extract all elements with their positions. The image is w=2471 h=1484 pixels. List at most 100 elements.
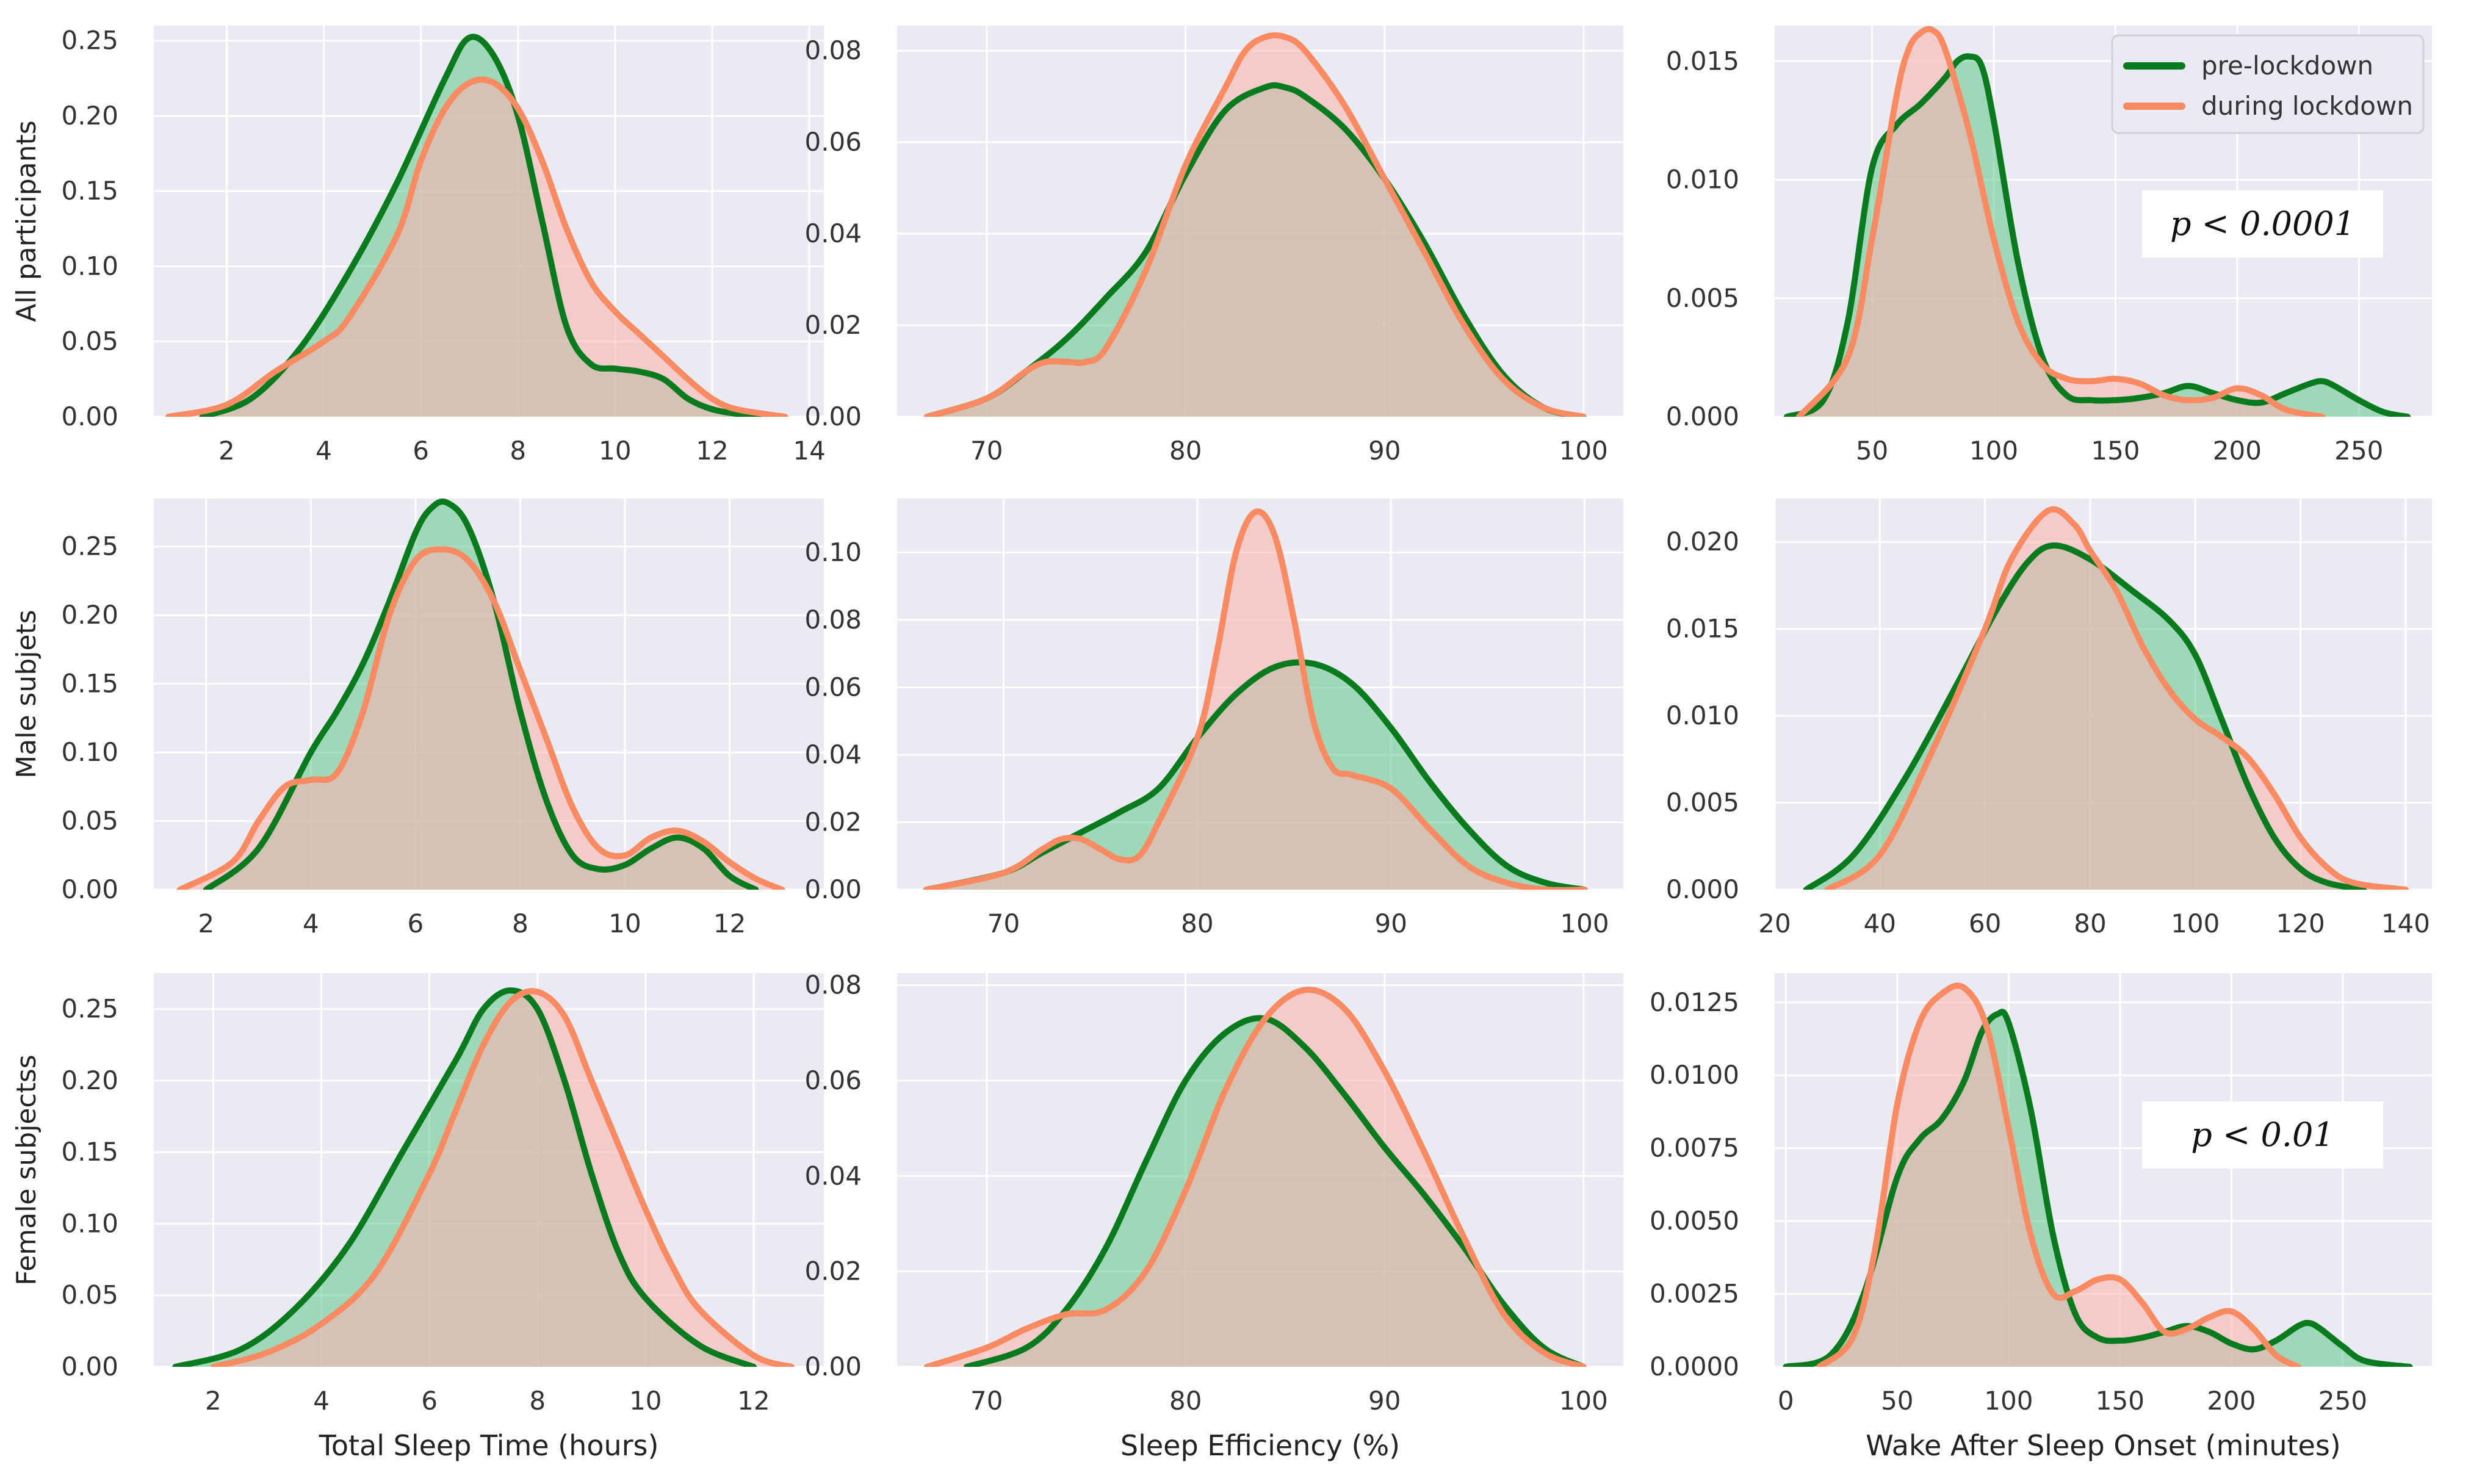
- legend: pre-lockdown during lockdown: [2111, 34, 2425, 134]
- y-tick-label: 0.010: [1666, 165, 1739, 195]
- y-tick-label: 0.00: [804, 874, 862, 904]
- density-line-during: [1824, 506, 2409, 890]
- density-fill-during: [179, 549, 782, 890]
- density-line-during: [210, 988, 795, 1367]
- x-tick-label: 150: [2096, 1386, 2145, 1416]
- y-tick-label: 0.20: [61, 600, 118, 630]
- panel-r0-c1: 70 80 90 100 0.00 0.02 0.04 0.06 0.08: [804, 26, 1623, 466]
- y-tick-label: 0.08: [804, 35, 862, 65]
- y-tick-label: 0.0025: [1650, 1279, 1739, 1309]
- y-tick-label: 0.0050: [1650, 1206, 1739, 1236]
- y-tick-label: 0.10: [61, 251, 118, 281]
- x-tick-label: 0: [1778, 1386, 1794, 1416]
- row-label: Male subjets: [11, 610, 42, 778]
- y-tick-label: 0.005: [1666, 283, 1739, 313]
- density-line-pre: [172, 987, 757, 1367]
- series-group: [176, 499, 785, 890]
- density-line-pre: [199, 34, 764, 417]
- y-tick-label: 0.00: [61, 1352, 118, 1381]
- y-tick-label: 0.08: [804, 605, 862, 635]
- y-tick-label: 0.000: [1666, 402, 1739, 431]
- density-line-during: [923, 32, 1587, 417]
- x-tick-label: 12: [737, 1386, 770, 1416]
- x-tick-label: 140: [2381, 909, 2430, 938]
- y-tick-label: 0.005: [1666, 788, 1739, 818]
- x-tick-label: 100: [1984, 1386, 2033, 1416]
- x-tick-label: 100: [1559, 436, 1608, 466]
- p-value-text: p < 0.0001: [2170, 204, 2355, 243]
- density-line-pre: [1803, 542, 2367, 890]
- y-tick-label: 0.25: [61, 531, 118, 561]
- x-tick-label: 80: [2074, 909, 2106, 938]
- legend-frame: [2111, 34, 2425, 134]
- x-tick-label: 10: [599, 436, 631, 466]
- series-group: [1783, 982, 2413, 1367]
- y-tick-label: 0.20: [61, 101, 118, 131]
- density-line-pre: [1783, 1009, 2413, 1367]
- x-tick-label: 8: [510, 436, 526, 466]
- y-tick-label: 0.25: [61, 994, 118, 1024]
- y-tick-label: 0.04: [804, 740, 862, 769]
- y-tick-label: 0.05: [61, 1280, 118, 1310]
- density-fill-during: [926, 990, 1584, 1367]
- y-tick-label: 0.0100: [1650, 1060, 1739, 1090]
- y-tick-label: 0.00: [804, 402, 862, 431]
- x-tick-label: 8: [512, 909, 528, 938]
- x-tick-label: 60: [1969, 909, 2001, 938]
- series-group: [923, 508, 1588, 890]
- y-tick-label: 0.00: [804, 1352, 862, 1381]
- y-tick-label: 0.15: [61, 669, 118, 699]
- series-group: [1783, 26, 2411, 417]
- y-tick-label: 0.02: [804, 807, 862, 837]
- density-fill-during: [1798, 29, 2323, 417]
- y-tick-label: 0.0000: [1650, 1352, 1739, 1381]
- x-tick-label: 120: [2276, 909, 2325, 938]
- y-tick-label: 0.05: [61, 806, 118, 836]
- series-group: [1803, 506, 2409, 890]
- y-tick-label: 0.04: [804, 218, 862, 248]
- density-fill-during: [926, 511, 1585, 890]
- x-tick-label: 12: [713, 909, 746, 938]
- y-tick-label: 0.02: [804, 1256, 862, 1286]
- y-tick-label: 0.0075: [1650, 1133, 1739, 1163]
- y-tick-label: 0.15: [61, 1137, 118, 1167]
- p-value-box: [2142, 1101, 2383, 1169]
- series-group: [172, 987, 795, 1367]
- legend-label-pre: pre-lockdown: [2201, 51, 2373, 81]
- x-tick-label: 100: [1560, 909, 1609, 938]
- x-tick-label: 70: [970, 1386, 1003, 1416]
- x-tick-label: 8: [529, 1386, 546, 1416]
- row-label: All participants: [11, 120, 42, 322]
- y-tick-label: 0.05: [61, 326, 118, 356]
- row-label: Female subjectss: [11, 1054, 42, 1285]
- x-tick-label: 2: [205, 1386, 222, 1416]
- p-value-annotation: p < 0.0001: [2142, 190, 2383, 258]
- density-line-during: [1816, 982, 2301, 1367]
- density-line-during: [1795, 26, 2326, 417]
- x-tick-label: 50: [1881, 1386, 1913, 1416]
- panel-r1-c0: 2 4 6 8 10 12 0.00 0.05 0.10 0.15 0.20 0.25 Male sub…: [11, 499, 824, 938]
- x-axis-label: Total Sleep Time (hours): [319, 1429, 659, 1462]
- x-tick-label: 100: [1969, 436, 2018, 466]
- density-fill-during: [168, 79, 785, 417]
- x-tick-label: 2: [218, 436, 235, 466]
- y-tick-label: 0.06: [804, 127, 862, 157]
- y-tick-label: 0.015: [1666, 46, 1739, 76]
- x-tick-label: 4: [303, 909, 319, 938]
- panel-r2-c1: 70 80 90 100 0.00 0.02 0.04 0.06 0.08 Sleep Effic…: [804, 970, 1623, 1462]
- legend-label-during: during lockdown: [2201, 91, 2413, 121]
- density-fill-during: [213, 991, 792, 1367]
- x-tick-label: 70: [987, 909, 1020, 938]
- x-tick-label: 200: [2207, 1386, 2256, 1416]
- x-axis-label: Wake After Sleep Onset (minutes): [1866, 1429, 2341, 1462]
- p-value-annotation: p < 0.01: [2142, 1101, 2383, 1169]
- y-tick-label: 0.25: [61, 26, 118, 56]
- y-tick-label: 0.08: [804, 970, 862, 1000]
- panel-r1-c2: 20 40 60 80 100 120 140 0.000 0.005 0.010 0.015 0.0…: [1666, 499, 2432, 938]
- y-tick-label: 0.00: [61, 874, 118, 904]
- y-tick-label: 0.04: [804, 1161, 862, 1190]
- y-tick-label: 0.0125: [1650, 987, 1739, 1017]
- y-tick-label: 0.10: [61, 1208, 118, 1238]
- x-tick-label: 20: [1758, 909, 1791, 938]
